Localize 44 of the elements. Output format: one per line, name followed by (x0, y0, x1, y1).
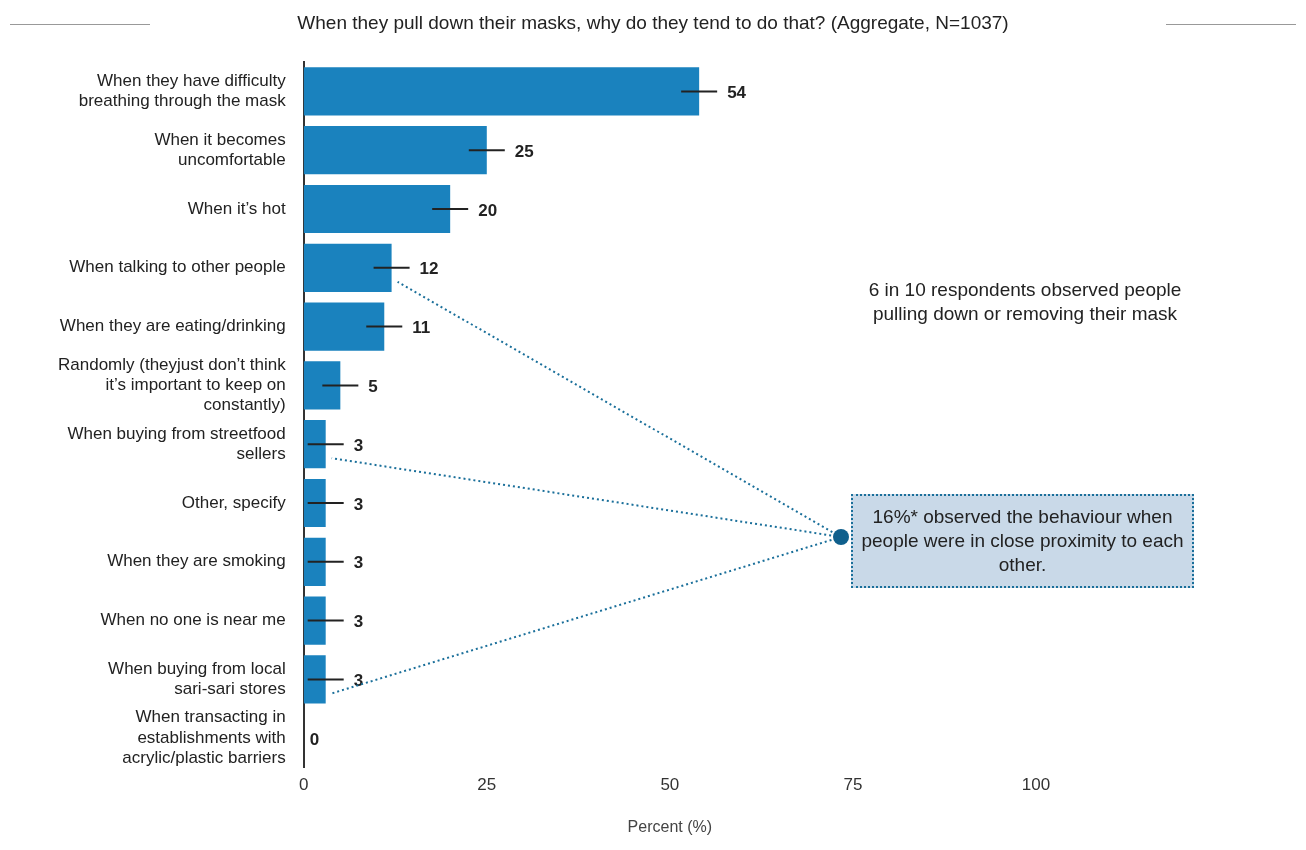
bar (303, 243, 392, 292)
data-label: 5 (368, 377, 378, 397)
x-tick-label: 0 (298, 775, 309, 795)
bar (303, 126, 487, 175)
x-tick-label: 100 (1021, 775, 1051, 795)
y-tick-label: When they are eating/drinking (59, 316, 286, 336)
y-tick-label: Randomly (theyjust don’t think it’s important to keep on constantly) (57, 354, 287, 415)
y-tick-label: When it becomes uncomfortable (154, 129, 286, 170)
bar (303, 478, 326, 528)
bar (303, 655, 326, 704)
x-axis-title: Percent (%) (626, 818, 714, 836)
data-label: 20 (478, 200, 498, 220)
y-tick-label: When it’s hot (187, 198, 286, 218)
bar (303, 420, 326, 469)
data-label: 3 (353, 671, 364, 691)
data-label: 3 (353, 612, 364, 632)
y-tick-label: When buying from streetfood sellers (67, 423, 286, 464)
bar (303, 537, 326, 586)
y-tick-label: When transacting in establishments with acrylic/plastic barriers (122, 707, 286, 768)
bar (303, 361, 341, 410)
x-tick-label: 50 (660, 775, 680, 795)
annotation: 6 in 10 respondents observed people pulling down or removing their mask (867, 278, 1183, 326)
bar (303, 184, 451, 234)
data-label: 12 (419, 259, 439, 279)
y-tick-label: Other, specify (181, 492, 287, 512)
x-tick-label: 25 (477, 775, 497, 795)
y-tick-label: When buying from local sari-sari stores (108, 658, 286, 699)
y-tick-label: When no one is near me (100, 610, 286, 630)
annotation: 16%* observed the behaviour when people were in close proximity to each other. (851, 494, 1194, 588)
y-tick-label: When talking to other people (69, 257, 286, 277)
chart-title: When they pull down their masks, why do they tend to do that? (Aggregate, N=1037) (296, 12, 1010, 34)
bar (303, 67, 700, 116)
x-tick-label: 75 (843, 775, 863, 795)
bar (303, 302, 385, 351)
data-label: 25 (514, 141, 534, 161)
data-label: 3 (353, 435, 364, 455)
data-label: 0 (309, 729, 320, 749)
data-label: 3 (353, 494, 364, 514)
y-tick-label: When they are smoking (107, 551, 286, 571)
data-label: 3 (353, 553, 364, 573)
bar (303, 596, 326, 645)
y-tick-label: When they have difficulty breathing through the mask (78, 70, 287, 111)
data-label: 11 (412, 318, 431, 338)
data-label: 54 (727, 83, 747, 103)
